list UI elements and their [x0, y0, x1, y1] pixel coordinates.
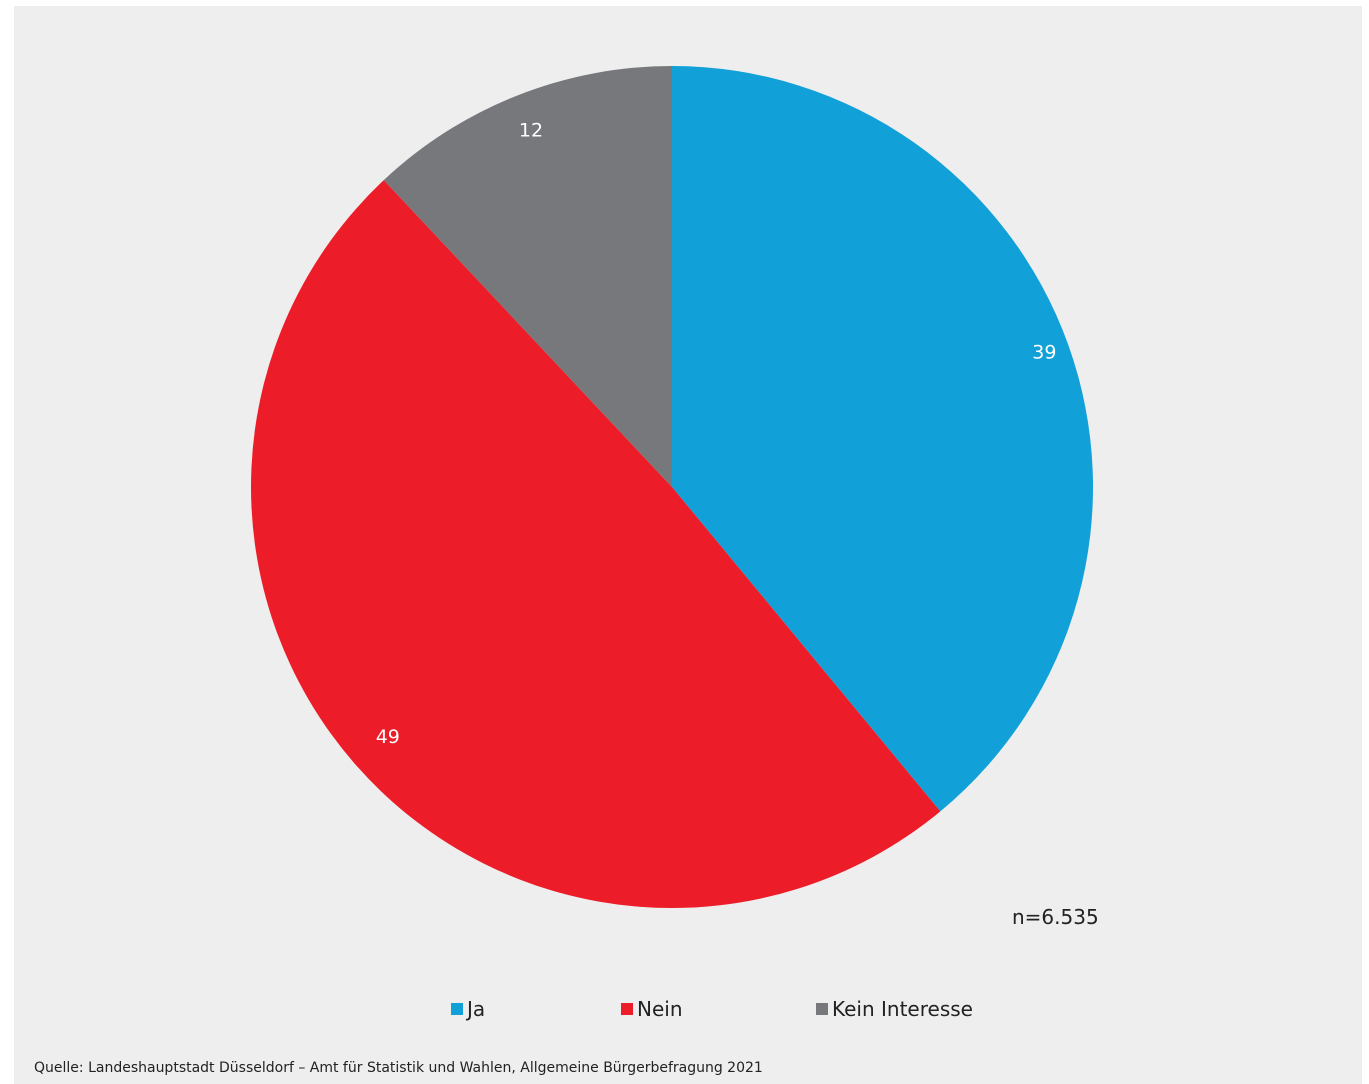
data-label-ja: 39 [1032, 341, 1056, 363]
legend-item-nein: Nein [621, 995, 683, 1023]
legend-swatch-kein-interesse [816, 1003, 828, 1015]
pie-slice-ja [672, 66, 1094, 812]
pie-slice-nein [250, 180, 941, 909]
sample-size-note: n=6.535 [1012, 905, 1099, 929]
legend-swatch-nein [621, 1003, 633, 1015]
data-label-nein: 49 [376, 726, 400, 748]
source-note: Quelle: Landeshauptstadt Düsseldorf – Am… [34, 1060, 763, 1076]
legend-item-ja: Ja [451, 995, 485, 1023]
data-label-kein-interesse: 12 [519, 119, 543, 141]
pie-slice-kein-interesse [383, 66, 672, 487]
legend-label-ja: Ja [467, 997, 486, 1021]
legend-item-kein-interesse: Kein Interesse [816, 995, 973, 1023]
legend-swatch-ja [451, 1003, 463, 1015]
legend-label-nein: Nein [637, 997, 683, 1021]
legend-label-kein-interesse: Kein Interesse [832, 997, 973, 1021]
